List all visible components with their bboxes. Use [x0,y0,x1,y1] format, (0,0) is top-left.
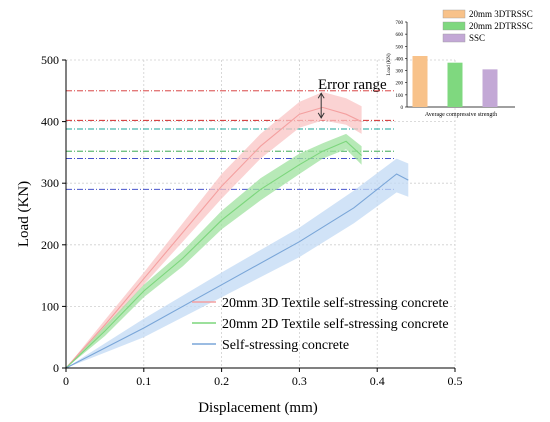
inset-y-tick-label: 700 [396,21,404,26]
series-line-1 [65,140,362,369]
y-axis-label: Load (KN) [16,181,32,247]
y-tick-label: 300 [41,176,59,190]
y-tick-label: 400 [41,115,59,129]
inset-legend-label: SSC [469,33,485,43]
inset-y-axis-label: Load (KN) [387,53,392,75]
error-range-arrow-head-bottom [317,112,325,119]
inset-y-tick-label: 300 [396,70,404,75]
series-line-2 [65,173,409,369]
inset-y-tick-label: 100 [396,94,404,99]
inset-bar [482,69,498,107]
y-tick-label: 100 [41,299,59,313]
series-band-2 [66,158,409,368]
x-tick-label: 0.5 [448,374,463,388]
x-tick-label: 0.4 [370,374,385,388]
y-tick-label: 200 [41,238,59,252]
inset-bar [447,62,463,107]
series-line-0 [65,106,362,369]
inset-y-tick-label: 600 [396,33,404,38]
y-tick-label: 0 [53,361,59,375]
inset-legend-swatch [442,33,466,43]
legend-label: 20mm 2D Textile self-stressing concrete [222,317,449,332]
series-band-0 [66,92,362,368]
inset-bar [412,56,428,107]
legend-label: Self-stressing concrete [222,338,349,353]
inset-legend-swatch [442,21,466,31]
inset-x-axis-label: Average compressive strength [425,112,497,118]
inset-legend-swatch [442,9,466,19]
inset-bar-chart: 20mm 3DTRSSC 20mm 2DTRSSC SSC 0 100 200 300 400… [387,9,533,118]
x-tick-label: 0.1 [136,374,151,388]
inset-y-tick-label: 500 [396,45,404,50]
x-tick-label: 0.2 [214,374,229,388]
inset-legend-label: 20mm 3DTRSSC [469,9,533,19]
main-plot-area: 0 0.1 0.2 0.3 0.4 0.5 0 100 200 300 400 500 20mm 3D … [41,53,463,388]
x-tick-label: 0.3 [292,374,307,388]
inset-y-tick-label: 400 [396,57,404,62]
series-band-1 [66,133,362,368]
error-range-arrow-head-top [317,92,325,99]
legend-label: 20mm 3D Textile self-stressing concrete [222,296,449,311]
inset-y-tick-label: 200 [396,82,404,87]
inset-y-tick-label: 0 [401,106,404,111]
y-tick-label: 500 [41,53,59,67]
x-axis-label: Displacement (mm) [198,400,318,416]
x-tick-label: 0 [63,374,69,388]
error-range-annotation: Error range [318,77,387,93]
inset-legend-label: 20mm 2DTRSSC [469,21,533,31]
